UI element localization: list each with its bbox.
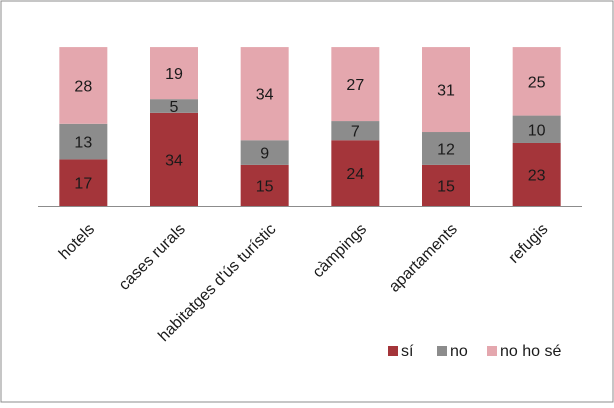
bar-segment	[240, 47, 289, 141]
bar-segment	[150, 99, 198, 113]
data-label: 9	[260, 146, 269, 163]
data-label: 31	[437, 83, 455, 100]
value-labels-layer: 17 13 28 34 5 19 15 9 34 24 7 27 15 12 31 23 10 25	[74, 66, 545, 195]
legend: sí no no ho sé	[388, 343, 561, 360]
data-label: 19	[165, 66, 183, 83]
data-label: 12	[437, 141, 455, 158]
data-label: 15	[256, 178, 274, 195]
bar-segment	[331, 121, 380, 141]
data-label: 34	[256, 87, 274, 104]
bar-segment	[422, 47, 470, 133]
data-label: 17	[74, 176, 92, 193]
data-label: 24	[346, 166, 364, 183]
bars-layer	[59, 47, 561, 206]
bar-segment	[512, 115, 561, 143]
legend-label: no	[450, 343, 468, 360]
data-label: 7	[351, 124, 360, 141]
bar-segment	[331, 47, 380, 122]
legend-swatch	[437, 346, 447, 356]
data-label: 25	[528, 74, 546, 91]
bar-segment	[240, 140, 289, 165]
bar-segment	[422, 164, 470, 206]
data-label: 34	[165, 152, 183, 169]
bar-segment	[512, 47, 561, 116]
legend-label: sí	[401, 343, 414, 360]
data-label: 27	[346, 77, 364, 94]
bar-segment	[150, 47, 198, 100]
bar-segment	[59, 47, 108, 124]
legend-label: no ho sé	[500, 343, 561, 360]
bar-segment	[240, 164, 289, 206]
bar-segment	[59, 159, 108, 206]
bar-segment	[512, 142, 561, 206]
data-label: 28	[74, 78, 92, 95]
legend-swatch	[388, 346, 398, 356]
data-label: 15	[437, 178, 455, 195]
legend-swatch	[487, 346, 497, 356]
data-label: 10	[528, 122, 546, 139]
data-label: 5	[170, 99, 179, 116]
bar-segment	[150, 112, 198, 206]
data-label: 13	[74, 135, 92, 152]
bar-segment	[422, 132, 470, 165]
bar-segment	[331, 140, 380, 206]
bar-segment	[59, 123, 108, 160]
data-label: 23	[528, 167, 546, 184]
